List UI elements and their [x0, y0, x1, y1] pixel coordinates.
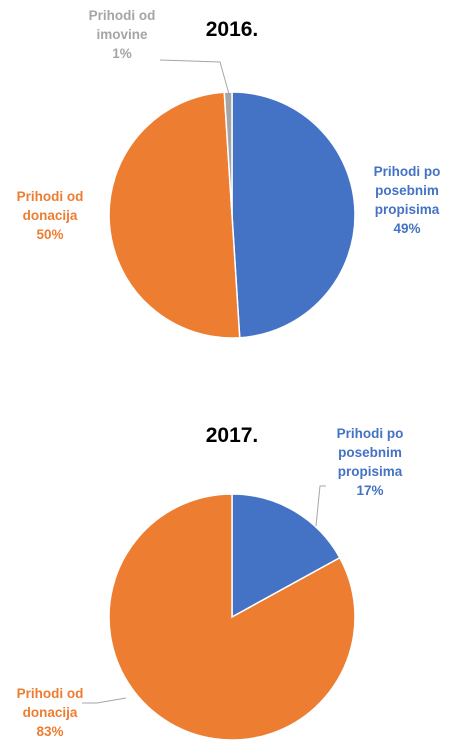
slice-value-label: 1%: [112, 46, 132, 61]
slice-label: Prihodi od imovine: [88, 8, 156, 42]
pie-slice: [108, 493, 356, 741]
slice-label: Prihodi po posebnim propisima: [373, 164, 441, 217]
slice-label: Prihodi od donacija: [16, 189, 84, 223]
leader-line: [159, 59, 230, 95]
chart-title: 2017.: [205, 424, 259, 447]
slice-label: Prihodi od donacija: [16, 686, 84, 720]
chart-title: 2016.: [205, 18, 259, 41]
slice-value-label: 49%: [393, 221, 421, 236]
slice-value-label: 50%: [36, 227, 64, 242]
slice-value-label: 83%: [36, 724, 64, 739]
pie-slice: [231, 493, 341, 619]
leader-line: [82, 697, 127, 704]
slice-label: Prihodi po posebnim propisima: [336, 426, 404, 479]
leader-line: [315, 485, 326, 527]
pie-slice: [231, 91, 356, 339]
slice-value-label: 17%: [356, 483, 384, 498]
pie-slice: [108, 91, 241, 339]
